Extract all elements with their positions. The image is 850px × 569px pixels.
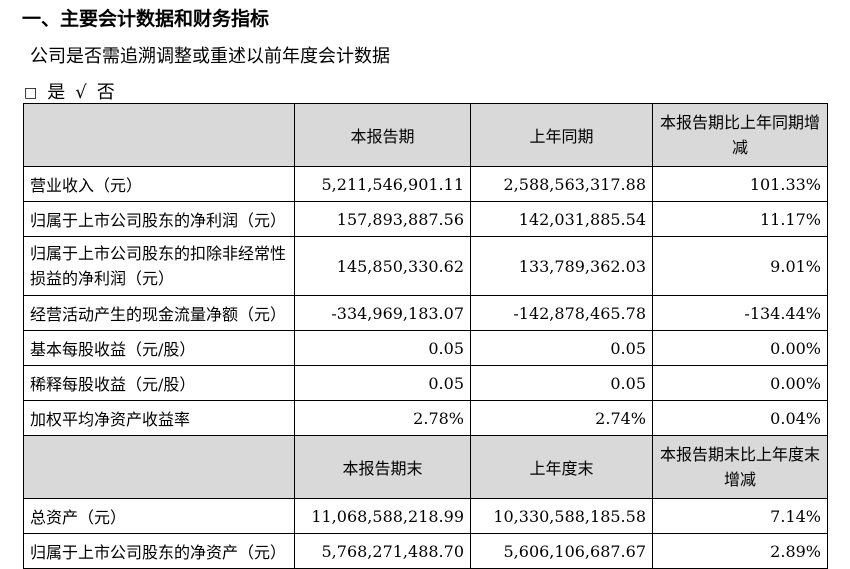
change-value: 11.17% (652, 201, 828, 237)
prior-value: 142,031,885.54 (470, 201, 653, 237)
change-value: 0.00% (652, 330, 828, 366)
header-prior-year-end: 上年度末 (470, 435, 653, 499)
header-change-period-end: 本报告期末比上年度末增减 (652, 435, 828, 499)
current-value: 11,068,588,218.99 (294, 498, 471, 534)
current-value: 5,211,546,901.11 (294, 166, 471, 202)
row-label: 营业收入（元） (23, 166, 295, 202)
option-yes-label: 是 (47, 82, 66, 103)
table-row: 基本每股收益（元/股） 0.05 0.05 0.00% (23, 330, 828, 366)
table-row: 营业收入（元） 5,211,546,901.11 2,588,563,317.8… (23, 166, 828, 202)
current-value: 2.78% (294, 400, 471, 436)
table-header-row: 本报告期 上年同期 本报告期比上年同期增减 (23, 103, 828, 167)
table-row: 加权平均净资产收益率 2.78% 2.74% 0.04% (23, 400, 828, 436)
row-label: 基本每股收益（元/股） (23, 330, 295, 366)
option-no-label: 否 (96, 82, 115, 103)
prior-value: 0.05 (470, 330, 653, 366)
prior-value: 2,588,563,317.88 (470, 166, 653, 202)
row-label: 归属于上市公司股东的净利润（元） (23, 201, 295, 237)
change-value: 7.14% (652, 498, 828, 534)
prior-value: 2.74% (470, 400, 653, 436)
prior-value: 0.05 (470, 365, 653, 401)
header-blank-cell (23, 103, 295, 167)
table-row: 归属于上市公司股东的净利润（元） 157,893,887.56 142,031,… (23, 201, 828, 237)
header-period-end: 本报告期末 (294, 435, 471, 499)
restatement-question: 公司是否需追溯调整或重述以前年度会计数据 (30, 46, 390, 67)
financial-indicators-table: 本报告期 上年同期 本报告期比上年同期增减 营业收入（元） 5,211,546,… (23, 103, 828, 569)
prior-value: 5,606,106,687.67 (470, 533, 653, 569)
prior-value: -142,878,465.78 (470, 295, 653, 331)
header-current-period: 本报告期 (294, 103, 471, 167)
current-value: 157,893,887.56 (294, 201, 471, 237)
row-label: 经营活动产生的现金流量净额（元） (23, 295, 295, 331)
prior-value: 133,789,362.03 (470, 236, 653, 296)
row-label: 归属于上市公司股东的扣除非经常性损益的净利润（元） (23, 236, 295, 296)
table-row: 稀释每股收益（元/股） 0.05 0.05 0.00% (23, 365, 828, 401)
change-value: -134.44% (652, 295, 828, 331)
header-change: 本报告期比上年同期增减 (652, 103, 828, 167)
current-value: 0.05 (294, 365, 471, 401)
row-label: 加权平均净资产收益率 (23, 400, 295, 436)
row-label: 总资产（元） (23, 498, 295, 534)
current-value: 0.05 (294, 330, 471, 366)
table-row: 经营活动产生的现金流量净额（元） -334,969,183.07 -142,87… (23, 295, 828, 331)
table-row: 归属于上市公司股东的净资产（元） 5,768,271,488.70 5,606,… (23, 533, 828, 569)
prior-value: 10,330,588,185.58 (470, 498, 653, 534)
row-label: 稀释每股收益（元/股） (23, 365, 295, 401)
change-value: 2.89% (652, 533, 828, 569)
current-value: 145,850,330.62 (294, 236, 471, 296)
change-value: 0.04% (652, 400, 828, 436)
change-value: 9.01% (652, 236, 828, 296)
table-row: 归属于上市公司股东的扣除非经常性损益的净利润（元） 145,850,330.62… (23, 236, 828, 296)
section-heading: 一、主要会计数据和财务指标 (22, 8, 270, 30)
checkbox-icon: □ (24, 85, 38, 101)
header-prior-period: 上年同期 (470, 103, 653, 167)
restatement-options: □ 是 √ 否 (24, 78, 125, 104)
check-mark-icon: √ (75, 82, 87, 103)
change-value: 0.00% (652, 365, 828, 401)
change-value: 101.33% (652, 166, 828, 202)
current-value: 5,768,271,488.70 (294, 533, 471, 569)
header-blank-cell (23, 435, 295, 499)
table-header-row-period-end: 本报告期末 上年度末 本报告期末比上年度末增减 (23, 435, 828, 499)
row-label: 归属于上市公司股东的净资产（元） (23, 533, 295, 569)
current-value: -334,969,183.07 (294, 295, 471, 331)
table-row: 总资产（元） 11,068,588,218.99 10,330,588,185.… (23, 498, 828, 534)
